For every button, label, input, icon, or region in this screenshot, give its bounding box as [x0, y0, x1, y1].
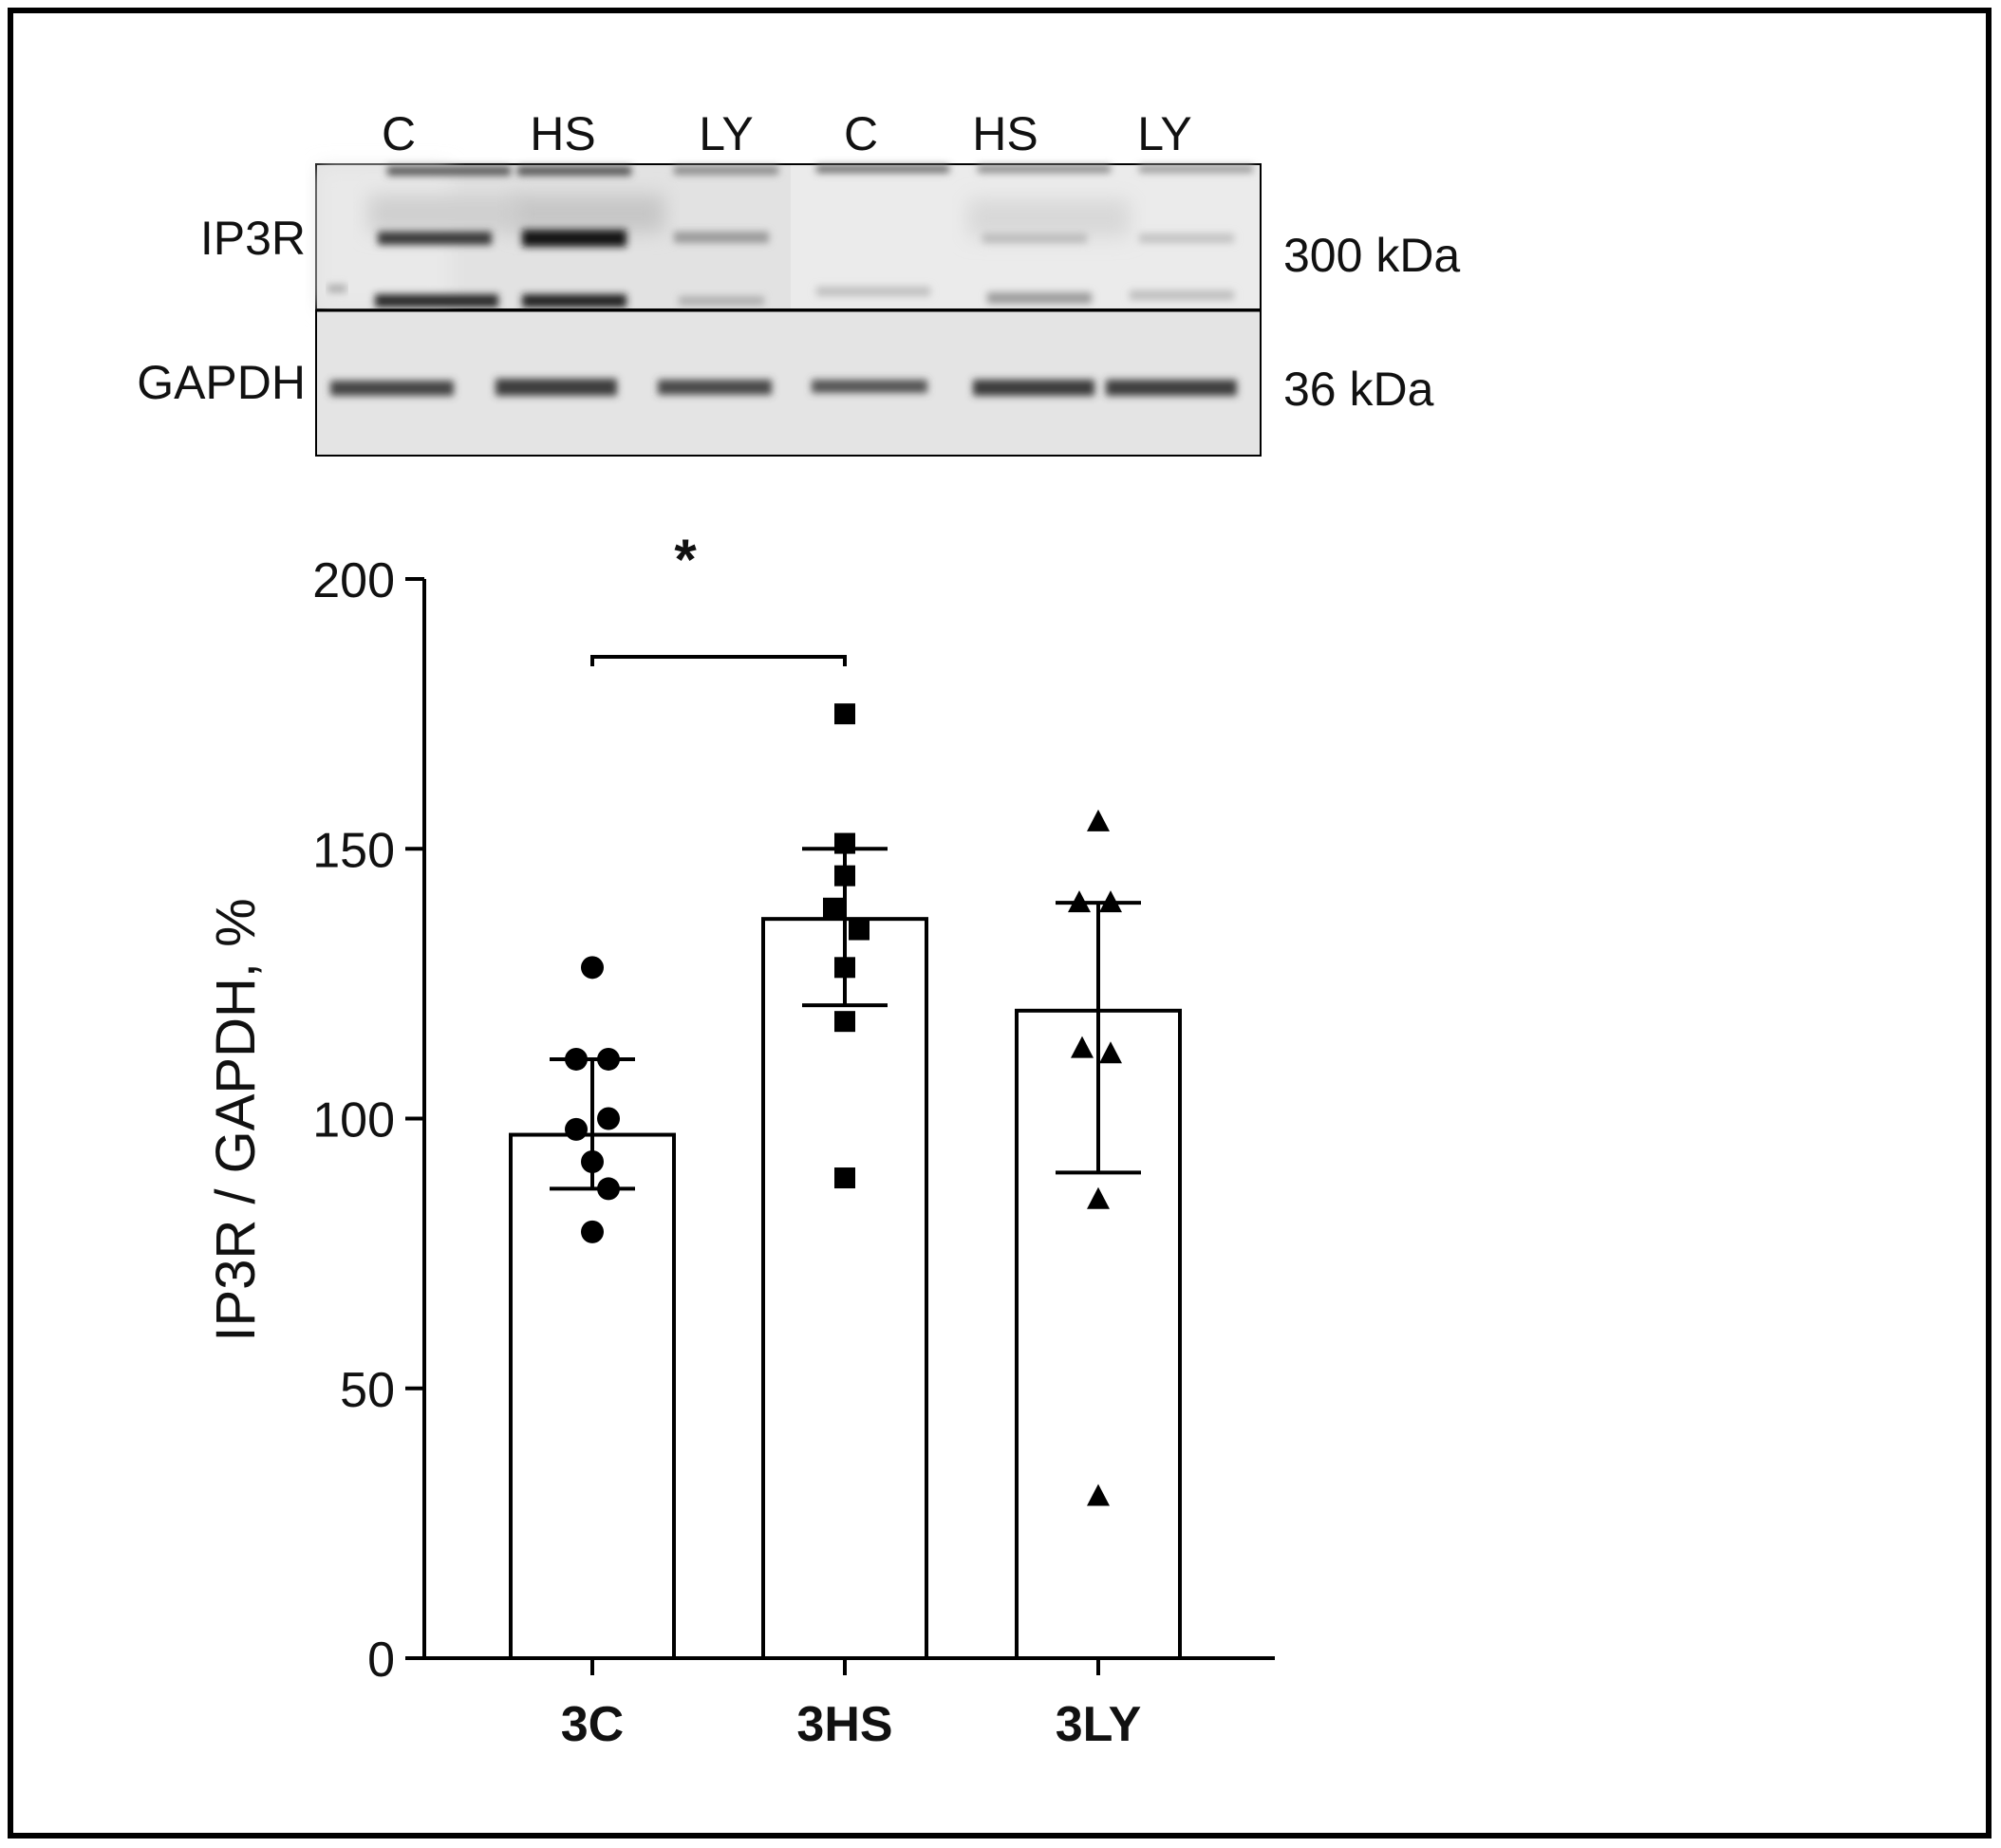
data-point-3HS — [849, 919, 870, 941]
y-tick-label: 50 — [340, 1363, 395, 1418]
data-point-3HS — [834, 865, 855, 887]
data-point-3HS — [834, 832, 855, 854]
y-axis-label: IP3R / GAPDH, % — [205, 898, 267, 1341]
data-point-3C — [597, 1047, 620, 1071]
data-point-3C — [581, 1220, 604, 1243]
data-point-3HS — [834, 703, 855, 725]
lane-label-4: C — [844, 107, 878, 160]
lane-label-6: LY — [1137, 107, 1191, 160]
lane-label-3: LY — [699, 107, 753, 160]
lane-label-1: C — [382, 107, 416, 160]
y-tick-label: 0 — [367, 1633, 395, 1688]
data-point-3LY — [1099, 1041, 1122, 1064]
western-blot: C HS LY C HS LY IP3R GAPDH 300 kDa 36 kD… — [137, 107, 1460, 457]
data-point-3C — [565, 1117, 588, 1141]
data-point-3HS — [834, 957, 855, 979]
data-point-3LY — [1099, 890, 1122, 913]
data-point-3C — [597, 1177, 620, 1201]
data-point-3HS — [823, 897, 844, 919]
bar-chart: 0 50 100 150 200 3C 3HS 3LY * IP3R / GAPDH, % — [205, 528, 1275, 1752]
data-point-3C — [597, 1107, 620, 1130]
lane-label-2: HS — [530, 107, 595, 160]
data-point-3LY — [1071, 1036, 1094, 1058]
bar-3HS — [761, 917, 928, 1660]
gapdh-blot-image — [315, 309, 1262, 457]
size-label-300kda: 300 kDa — [1283, 229, 1460, 282]
lane-label-5: HS — [972, 107, 1038, 160]
data-point-3HS — [834, 1167, 855, 1189]
size-label-36kda: 36 kDa — [1283, 363, 1434, 416]
data-point-3LY — [1068, 890, 1091, 913]
data-point-3HS — [834, 1011, 855, 1033]
y-tick-label: 200 — [312, 553, 395, 608]
blot-row-label-gapdh: GAPDH — [137, 356, 306, 409]
y-tick-label: 100 — [312, 1093, 395, 1148]
bar-3C — [509, 1132, 676, 1661]
x-tick-label-3C: 3C — [561, 1697, 624, 1752]
data-point-3LY — [1087, 1186, 1110, 1209]
data-point-3C — [581, 956, 604, 980]
blot-row-label-ip3r: IP3R — [200, 212, 306, 265]
data-point-3LY — [1087, 1484, 1110, 1506]
y-tick-label: 150 — [312, 823, 395, 878]
significance-bracket — [590, 655, 847, 666]
data-point-3C — [565, 1047, 588, 1071]
significance-label: * — [674, 528, 697, 591]
data-point-3LY — [1087, 809, 1110, 831]
x-tick-label-3LY: 3LY — [1056, 1697, 1142, 1752]
data-point-3C — [581, 1149, 604, 1173]
x-tick-label-3HS: 3HS — [796, 1697, 892, 1752]
